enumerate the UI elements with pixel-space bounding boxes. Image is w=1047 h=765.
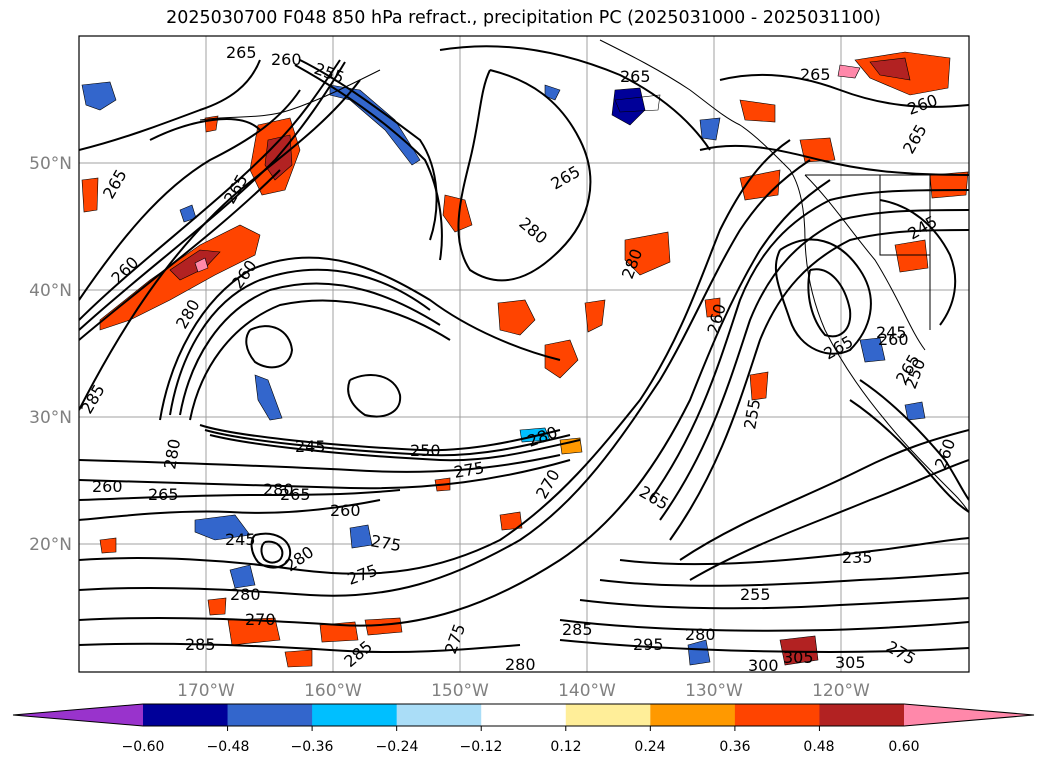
colorbar-segment	[481, 704, 567, 726]
colorbar-extend-high	[904, 704, 1034, 726]
colorbar-tick-label: −0.24	[376, 739, 419, 755]
contour-label: 245	[225, 530, 256, 549]
refractivity-contours	[79, 45, 969, 654]
colorbar-segment	[312, 704, 398, 726]
contour-label: 295	[633, 635, 664, 654]
contour-label: 285	[185, 635, 216, 654]
contour-label: 265	[148, 485, 179, 504]
contour-label: 285	[562, 620, 593, 639]
contour-label: 260	[878, 330, 909, 349]
contour-label: 280	[230, 585, 261, 604]
contour-label: 250	[410, 441, 441, 460]
contour-label: 270	[245, 610, 276, 629]
contour-label: 300	[748, 656, 779, 675]
colorbar-segment	[143, 704, 229, 726]
contour-label: 265	[800, 65, 831, 84]
colorbar-segment	[396, 704, 482, 726]
contour-label: 265	[226, 43, 257, 62]
colorbar-tick-label: −0.60	[122, 739, 165, 755]
colorbar-segment	[227, 704, 313, 726]
colorbar-segment	[734, 704, 820, 726]
longitude-labels: 170°W 160°W 150°W 140°W 130°W 120°W	[177, 681, 870, 701]
colorbar-tick-label: 0.36	[719, 739, 750, 755]
latitude-labels: 50°N 40°N 30°N 20°N	[29, 154, 72, 555]
figure-title: 2025030700 F048 850 hPa refract., precip…	[166, 8, 881, 28]
contour-label: 260	[92, 477, 123, 496]
colorbar-segment	[565, 704, 651, 726]
lat-label: 20°N	[29, 535, 72, 555]
contour-label: 280	[505, 655, 536, 674]
contour-label: 245	[876, 323, 907, 342]
contour-label: 280	[263, 480, 294, 499]
lon-label: 150°W	[431, 681, 489, 701]
colorbar-extend-low	[13, 704, 143, 726]
colorbar-tick-label: 0.12	[550, 739, 581, 755]
contour-label: 265	[620, 67, 651, 86]
colorbar-segment	[819, 704, 905, 726]
coastlines	[199, 39, 969, 513]
lat-label: 40°N	[29, 281, 72, 301]
colorbar-tick-label: −0.12	[460, 739, 503, 755]
colorbar-tick-label: −0.36	[291, 739, 334, 755]
map-frame	[78, 35, 970, 673]
contour-label: 260	[271, 50, 302, 69]
contour-label: 305	[835, 653, 866, 672]
contour-label: 265	[280, 485, 311, 504]
contour-label: 235	[842, 548, 873, 567]
contour-label: 245	[295, 437, 326, 456]
colorbar-tick-label: 0.60	[888, 739, 919, 755]
colorbar-tick-label: 0.48	[803, 739, 834, 755]
colorbar-tick-label: 0.24	[634, 739, 665, 755]
colorbar-tick-label: −0.48	[207, 739, 250, 755]
contour-labels: 265 260 255 265 265 260 265 265 260 285 …	[77, 43, 959, 675]
colorbar-ticks: −0.60 −0.48 −0.36 −0.24 −0.12 0.12 0.24 …	[122, 739, 920, 755]
lon-label: 170°W	[177, 681, 235, 701]
colorbar	[12, 703, 1035, 731]
lat-label: 30°N	[29, 408, 72, 428]
lon-label: 140°W	[558, 681, 616, 701]
colorbar-outline	[12, 703, 1035, 727]
contour-label: 305	[783, 648, 814, 667]
lon-label: 120°W	[812, 681, 870, 701]
lat-label: 50°N	[29, 154, 72, 174]
colorbar-segment	[650, 704, 736, 726]
contour-label: 260	[330, 501, 361, 520]
contour-label: 280	[685, 625, 716, 644]
lon-label: 160°W	[304, 681, 362, 701]
contour-label: 255	[740, 585, 771, 604]
lon-label: 130°W	[685, 681, 743, 701]
